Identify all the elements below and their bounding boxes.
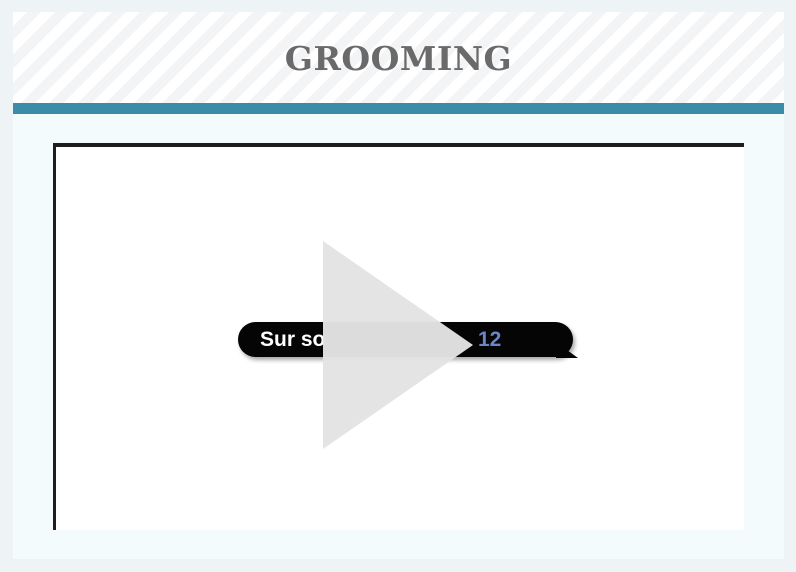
chat-bubble-text: Sur so: [260, 328, 326, 351]
chat-bubble-number: 12: [478, 328, 502, 351]
section-title: GROOMING: [284, 39, 513, 78]
section-header: GROOMING: [13, 12, 784, 103]
play-triangle[interactable]: [323, 241, 473, 449]
header-accent-bar: [13, 103, 784, 114]
play-icon[interactable]: [321, 239, 481, 451]
video-player[interactable]: Sur so 12: [53, 143, 744, 530]
grooming-card: GROOMING Sur so 12: [13, 12, 784, 559]
chat-bubble-tail: [556, 342, 578, 358]
